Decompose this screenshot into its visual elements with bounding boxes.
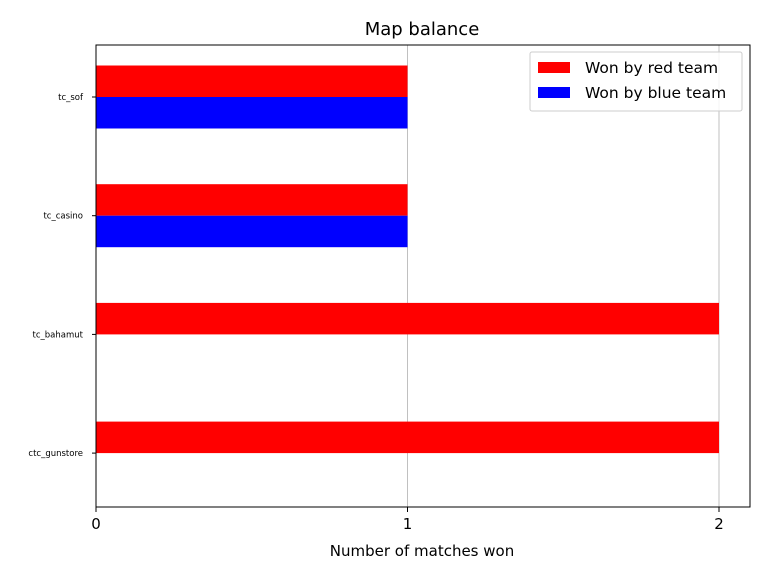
chart-title: Map balance: [365, 19, 480, 40]
legend-swatch-blue: [538, 87, 570, 98]
y-axis-ticks: tc_sof tc_casino tc_bahamut ctc_gunstore: [28, 93, 96, 459]
bar-red-tc-casino: [96, 184, 408, 216]
bar-red-tc-sof: [96, 65, 408, 97]
x-axis-ticks: 0 1 2: [91, 507, 724, 533]
bar-red-tc-bahamut: [96, 302, 719, 335]
x-tick-label-0: 0: [91, 515, 101, 533]
y-tick-label-0: tc_sof: [58, 93, 84, 103]
x-axis-label: Number of matches won: [330, 542, 514, 560]
plot-frame: [95, 44, 751, 508]
x-tick-label-2: 2: [714, 515, 724, 533]
y-tick-label-3: ctc_gunstore: [28, 449, 83, 459]
y-tick-label-2: tc_bahamut: [33, 330, 84, 340]
legend-label-red: Won by red team: [585, 59, 718, 77]
legend-box: [529, 51, 743, 112]
y-tick-label-1: tc_casino: [43, 212, 83, 222]
legend-swatch-red: [538, 62, 570, 73]
legend: Won by red team Won by blue team: [529, 51, 743, 112]
bar-red-ctc-gunstore: [96, 421, 719, 454]
bar-blue-tc-sof: [96, 97, 408, 129]
bar-blue-tc-casino: [96, 215, 408, 248]
bars: [96, 65, 719, 454]
x-tick-label-1: 1: [403, 515, 413, 533]
legend-label-blue: Won by blue team: [585, 84, 726, 102]
